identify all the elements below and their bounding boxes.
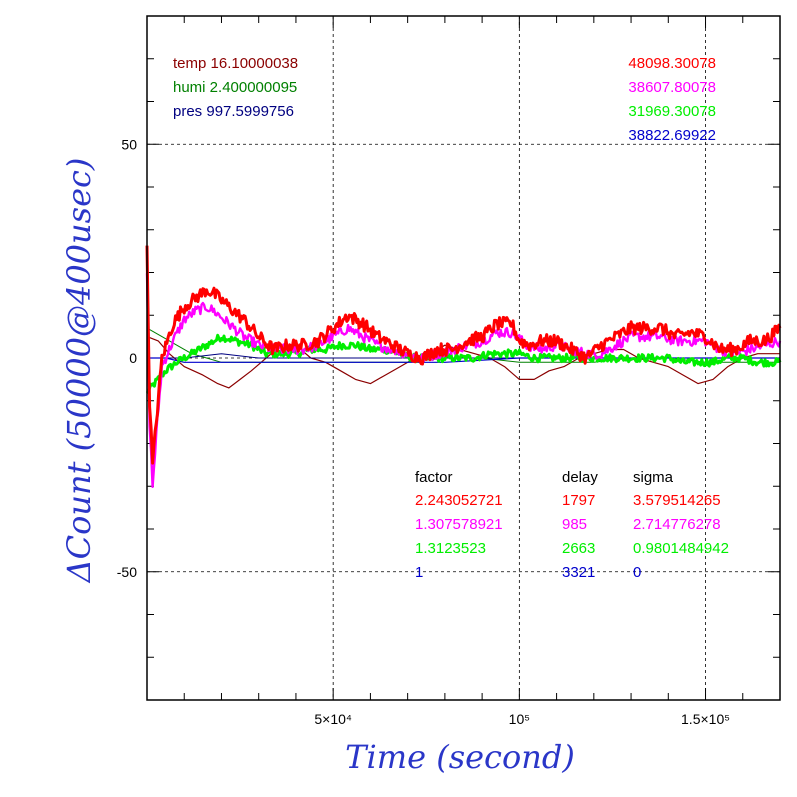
table-cell: 1.307578921 bbox=[415, 516, 503, 533]
x-tick-label: 1.5×10⁵ bbox=[681, 711, 730, 727]
value-label-s4: 38822.69922 bbox=[628, 127, 716, 144]
table-cell: 1.3123523 bbox=[415, 540, 486, 557]
series-line-s2 bbox=[145, 273, 782, 488]
y-tick-label: 50 bbox=[121, 136, 137, 152]
table-cell: 0 bbox=[633, 564, 641, 581]
table-cell: 1 bbox=[415, 564, 423, 581]
table-cell: 2.714776278 bbox=[633, 516, 721, 533]
tick-labels: 5×10⁴ 10⁵ 1.5×10⁵ 50 0 -50 bbox=[117, 136, 730, 727]
value-label-s3: 31969.30078 bbox=[628, 103, 716, 120]
annotations: temp 16.10000038 humi 2.400000095 pres 997… bbox=[173, 55, 729, 581]
x-tick-label: 10⁵ bbox=[509, 711, 530, 727]
series-line-s1 bbox=[145, 245, 782, 465]
table-cell: 1797 bbox=[562, 492, 595, 509]
table-cell: 2.243052721 bbox=[415, 492, 503, 509]
table-cell: 2663 bbox=[562, 540, 595, 557]
table-header-sigma: sigma bbox=[633, 469, 674, 486]
table-header-delay: delay bbox=[562, 469, 598, 486]
table-cell: 3.579514265 bbox=[633, 492, 721, 509]
y-tick-label: 0 bbox=[129, 350, 137, 366]
y-axis-label: ΔCount (50000@400usec) bbox=[60, 158, 98, 585]
x-tick-label: 5×10⁴ bbox=[314, 711, 352, 727]
table-header-factor: factor bbox=[415, 469, 453, 486]
plot-frame bbox=[146, 15, 781, 701]
series-line-s4 bbox=[147, 357, 780, 363]
series-lines bbox=[145, 245, 782, 488]
env-label-humi: humi 2.400000095 bbox=[173, 79, 297, 96]
x-axis-label: Time (second) bbox=[345, 738, 575, 776]
y-tick-label: -50 bbox=[117, 564, 137, 580]
env-label-temp: temp 16.10000038 bbox=[173, 55, 298, 72]
table-cell: 0.9801484942 bbox=[633, 540, 729, 557]
value-label-s1: 48098.30078 bbox=[628, 55, 716, 72]
env-label-pres: pres 997.5999756 bbox=[173, 103, 294, 120]
table-cell: 985 bbox=[562, 516, 587, 533]
table-cell: 3321 bbox=[562, 564, 595, 581]
value-label-s2: 38607.80078 bbox=[628, 79, 716, 96]
